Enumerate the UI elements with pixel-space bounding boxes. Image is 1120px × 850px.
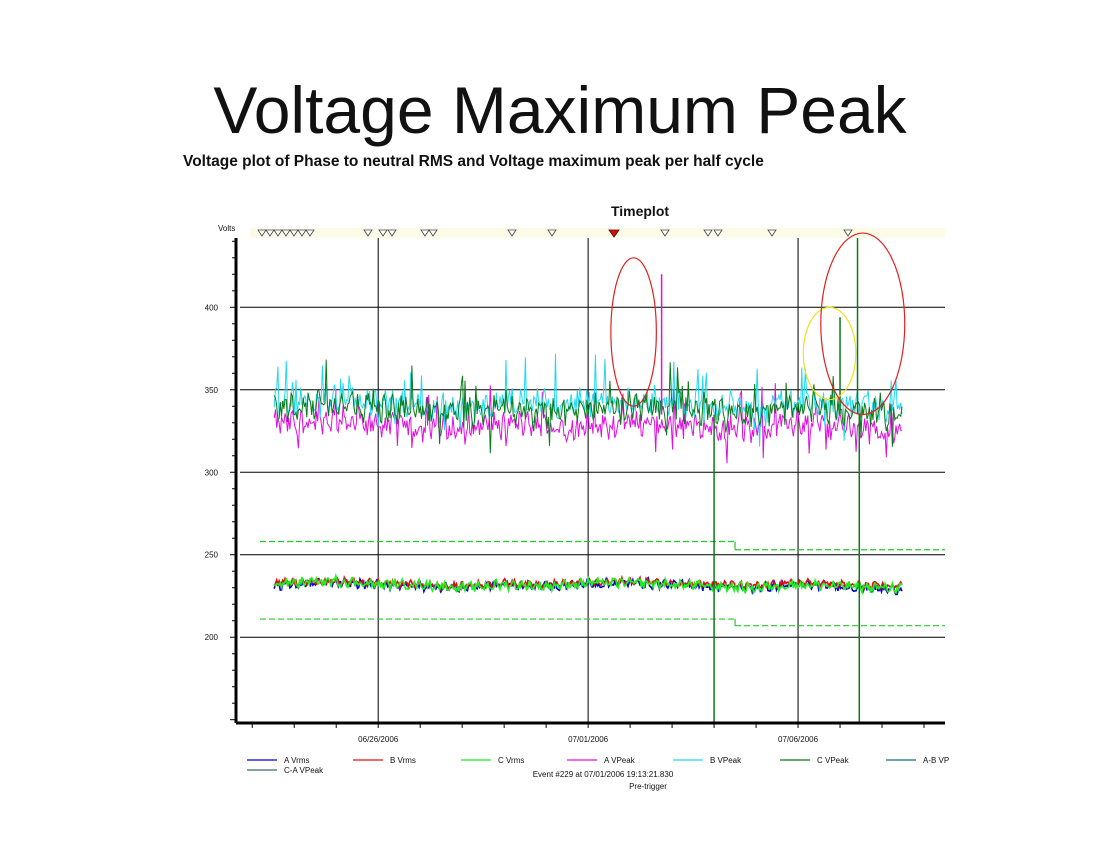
x-tick-label-1: 07/01/2006	[568, 735, 609, 744]
y-tick-label-250: 250	[205, 551, 219, 560]
slide-subtitle: Voltage plot of Phase to neutral RMS and…	[183, 153, 764, 170]
x-tick-label-0: 06/26/2006	[358, 735, 399, 744]
legend: A Vrms B Vrms C Vrms A VPeak B VPeak C VPeak A…	[247, 756, 949, 775]
legend-label-4: B VPeak	[710, 756, 742, 765]
event-marker-0[interactable]	[257, 229, 267, 237]
y-tick-label-300: 300	[205, 468, 219, 477]
legend-label-0: A Vrms	[284, 756, 309, 765]
series-group	[273, 353, 903, 596]
legend-label-5: C VPeak	[817, 756, 850, 765]
slide-title: Voltage Maximum Peak	[213, 73, 907, 147]
event-marker-9[interactable]	[387, 229, 397, 237]
event-marker-6[interactable]	[305, 229, 315, 237]
grid	[240, 238, 945, 723]
event-marker-strip	[250, 228, 945, 238]
event-footer-text: Event #229 at 07/01/2006 19:13:21.830	[533, 770, 674, 779]
y-axis-label: Volts	[218, 224, 235, 233]
event-marker-8[interactable]	[378, 229, 388, 237]
event-marker-10[interactable]	[420, 229, 430, 237]
event-marker-12[interactable]	[507, 229, 517, 237]
y-tick-label-400: 400	[205, 303, 219, 312]
chart-title: Timeplot	[611, 203, 669, 219]
event-markers[interactable]	[257, 229, 853, 238]
annotation-ellipse-1	[802, 306, 857, 401]
event-marker-15[interactable]	[703, 229, 713, 237]
annotation-group	[610, 232, 906, 416]
event-marker-2[interactable]	[273, 229, 283, 237]
legend-label-2: C Vrms	[498, 756, 524, 765]
annotation-ellipse-2	[820, 232, 906, 416]
event-marker-3[interactable]	[281, 229, 291, 237]
limit-lines	[260, 540, 945, 627]
y-tick-label-200: 200	[205, 633, 219, 642]
event-marker-1[interactable]	[265, 229, 275, 237]
legend-label-extra-0: A-B VP	[923, 756, 949, 765]
y-tick-label-350: 350	[205, 386, 219, 395]
event-marker-selected[interactable]	[608, 229, 620, 238]
legend-label-1: B Vrms	[390, 756, 416, 765]
event-marker-13[interactable]	[547, 229, 557, 237]
annotation-ellipse-0	[610, 257, 657, 407]
axes: 200 250 300 350 400 06/26/2006 07/01/2006 07/06…	[205, 238, 945, 744]
legend-label-3: A VPeak	[604, 756, 636, 765]
event-marker-11[interactable]	[428, 229, 438, 237]
event-marker-18[interactable]	[843, 229, 853, 237]
trigger-footer-text: Pre-trigger	[629, 782, 667, 791]
series-line-b-vpeak	[273, 353, 903, 447]
event-marker-16[interactable]	[713, 229, 723, 237]
event-marker-17[interactable]	[767, 229, 777, 237]
event-marker-7[interactable]	[363, 229, 373, 237]
series-line-c-vpeak	[273, 359, 903, 454]
spike-group	[660, 238, 861, 723]
event-marker-4[interactable]	[289, 229, 299, 237]
event-marker-14[interactable]	[660, 229, 670, 237]
x-tick-label-2: 07/06/2006	[778, 735, 819, 744]
series-line-c-vrms	[273, 572, 903, 596]
event-marker-5[interactable]	[297, 229, 307, 237]
legend-label-extra-1: C-A VPeak	[284, 766, 324, 775]
